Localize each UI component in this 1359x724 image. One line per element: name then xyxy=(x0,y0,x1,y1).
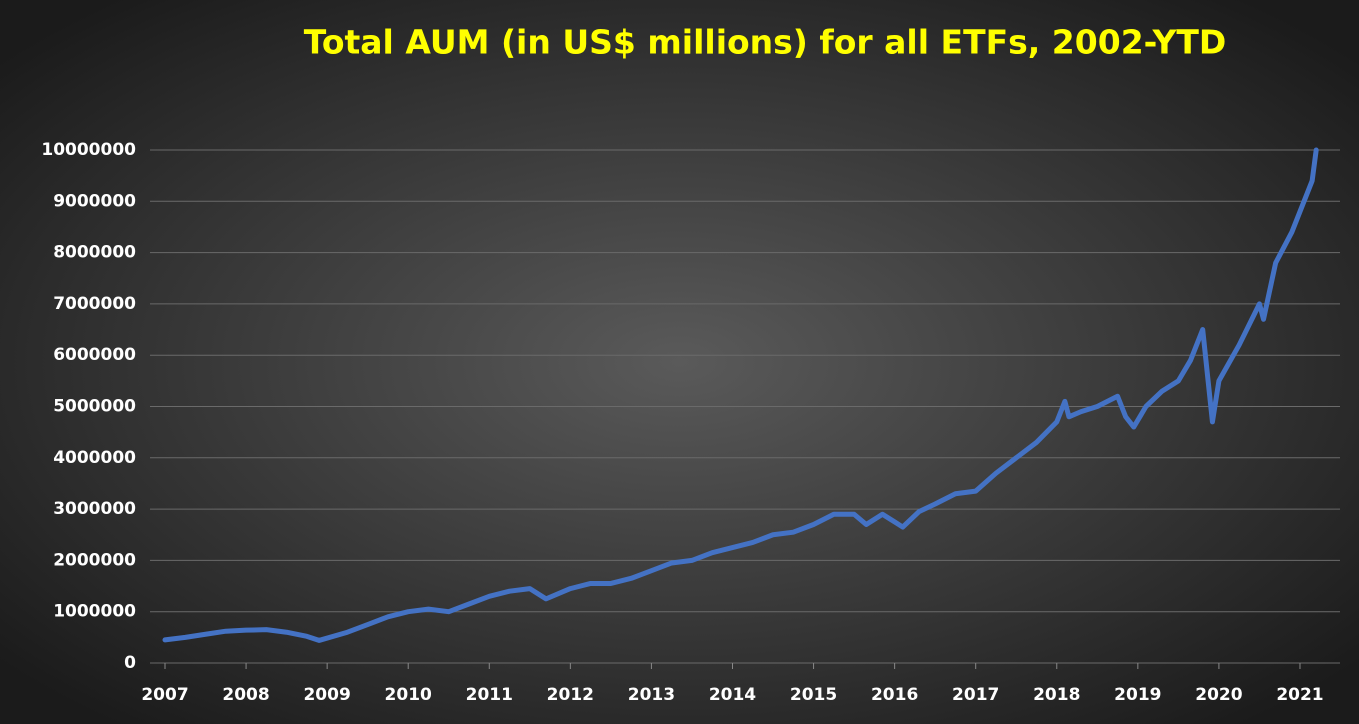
y-tick-label: 8000000 xyxy=(53,243,136,263)
x-tick-label: 2017 xyxy=(952,685,999,705)
y-tick-label: 10000000 xyxy=(41,140,136,160)
x-tick-label: 2021 xyxy=(1276,685,1323,705)
y-tick-label: 1000000 xyxy=(53,602,136,622)
x-tick-label: 2020 xyxy=(1195,685,1242,705)
y-tick-label: 9000000 xyxy=(53,191,136,211)
y-tick-label: 3000000 xyxy=(53,499,136,519)
x-tick-label: 2016 xyxy=(871,685,918,705)
x-tick-label: 2007 xyxy=(141,685,188,705)
x-tick-label: 2014 xyxy=(709,685,756,705)
x-tick-label: 2013 xyxy=(628,685,675,705)
data-line xyxy=(162,147,1319,643)
x-tick-label: 2019 xyxy=(1114,685,1161,705)
y-tick-label: 7000000 xyxy=(53,294,136,314)
y-tick-label: 6000000 xyxy=(53,345,136,365)
x-tick-label: 2010 xyxy=(385,685,432,705)
y-tick-label: 2000000 xyxy=(53,550,136,570)
y-tick-label: 4000000 xyxy=(53,448,136,468)
x-tick-label: 2018 xyxy=(1033,685,1080,705)
x-tick-label: 2012 xyxy=(547,685,594,705)
y-tick-label: 5000000 xyxy=(53,397,136,417)
x-tick-label: 2009 xyxy=(303,685,350,705)
x-tick-label: 2008 xyxy=(222,685,269,705)
y-tick-label: 0 xyxy=(124,653,136,673)
x-tick-label: 2015 xyxy=(790,685,837,705)
chart-title: Total AUM (in US$ millions) for all ETFs… xyxy=(304,23,1227,62)
x-tick-label: 2011 xyxy=(466,685,513,705)
